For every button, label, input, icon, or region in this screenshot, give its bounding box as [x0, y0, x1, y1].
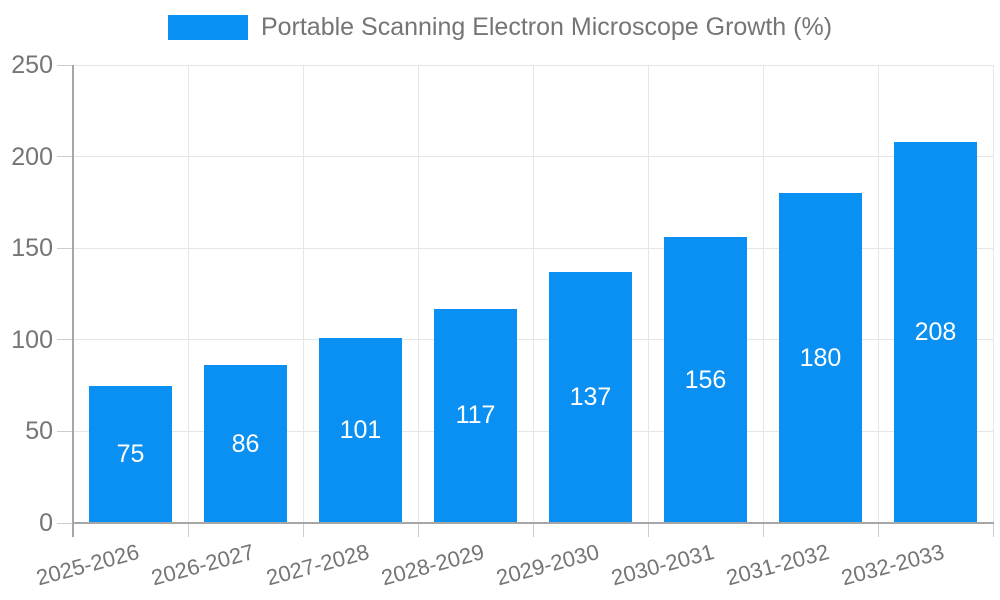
bar-value-label: 117: [455, 401, 496, 430]
x-axis-label-text: 2027-2028: [263, 539, 372, 591]
y-axis-tick: [57, 247, 73, 249]
bar: 75: [89, 385, 172, 523]
bar-value-label: 101: [339, 415, 382, 444]
bar: 137: [549, 272, 632, 523]
x-axis-label-text: 2025-2026: [33, 539, 142, 591]
x-axis-tick: [877, 523, 879, 537]
bar-value-label: 180: [799, 343, 842, 372]
y-axis-tick: [57, 156, 73, 158]
bar-value-label: 156: [684, 365, 727, 394]
v-gridline: [187, 65, 189, 523]
y-axis-label: 250: [11, 51, 53, 79]
bar: 101: [319, 337, 402, 523]
x-axis-label-text: 2026-2027: [148, 539, 257, 591]
x-axis-tick: [992, 523, 994, 537]
y-axis-tick: [57, 64, 73, 66]
x-axis-tick: [762, 523, 764, 537]
v-gridline: [532, 65, 534, 523]
x-axis-tick: [647, 523, 649, 537]
x-axis-tick: [532, 523, 534, 537]
x-axis-label-text: 2028-2029: [378, 539, 487, 591]
y-axis-label: 100: [11, 325, 53, 354]
bar: 156: [664, 237, 747, 523]
bar-value-label: 75: [116, 439, 145, 468]
x-axis-line: [72, 522, 994, 524]
y-axis-label: 0: [39, 509, 53, 537]
bar-value-label: 208: [914, 317, 957, 346]
x-axis-label-text: 2029-2030: [493, 539, 602, 591]
legend: Portable Scanning Electron Microscope Gr…: [0, 12, 1000, 42]
y-axis-label: 200: [11, 142, 53, 171]
bar-value-label: 86: [231, 429, 260, 458]
x-axis-label-text: 2030-2031: [608, 539, 717, 591]
y-axis-tick: [57, 522, 73, 524]
x-axis-tick: [417, 523, 419, 537]
v-gridline: [762, 65, 764, 523]
bar: 208: [894, 141, 977, 523]
x-axis-tick: [187, 523, 189, 537]
v-gridline: [647, 65, 649, 523]
bar: 117: [434, 308, 517, 523]
bar: 180: [779, 193, 862, 523]
v-gridline: [302, 65, 304, 523]
bar-value-label: 137: [569, 383, 612, 411]
y-axis-line: [72, 65, 74, 537]
y-axis-label: 150: [11, 234, 53, 263]
v-gridline: [992, 65, 994, 523]
y-axis-tick: [57, 339, 73, 341]
legend-swatch: [167, 14, 248, 40]
v-gridline: [877, 65, 879, 523]
legend-label: Portable Scanning Electron Microscope Gr…: [260, 13, 833, 41]
x-axis-label-text: 2032-2033: [838, 539, 947, 591]
x-axis-label-text: 2031-2032: [723, 539, 832, 591]
bar: 86: [204, 365, 287, 523]
y-axis-tick: [57, 430, 73, 432]
y-axis-label: 50: [25, 417, 53, 446]
x-axis-tick: [302, 523, 304, 537]
v-gridline: [417, 65, 419, 523]
